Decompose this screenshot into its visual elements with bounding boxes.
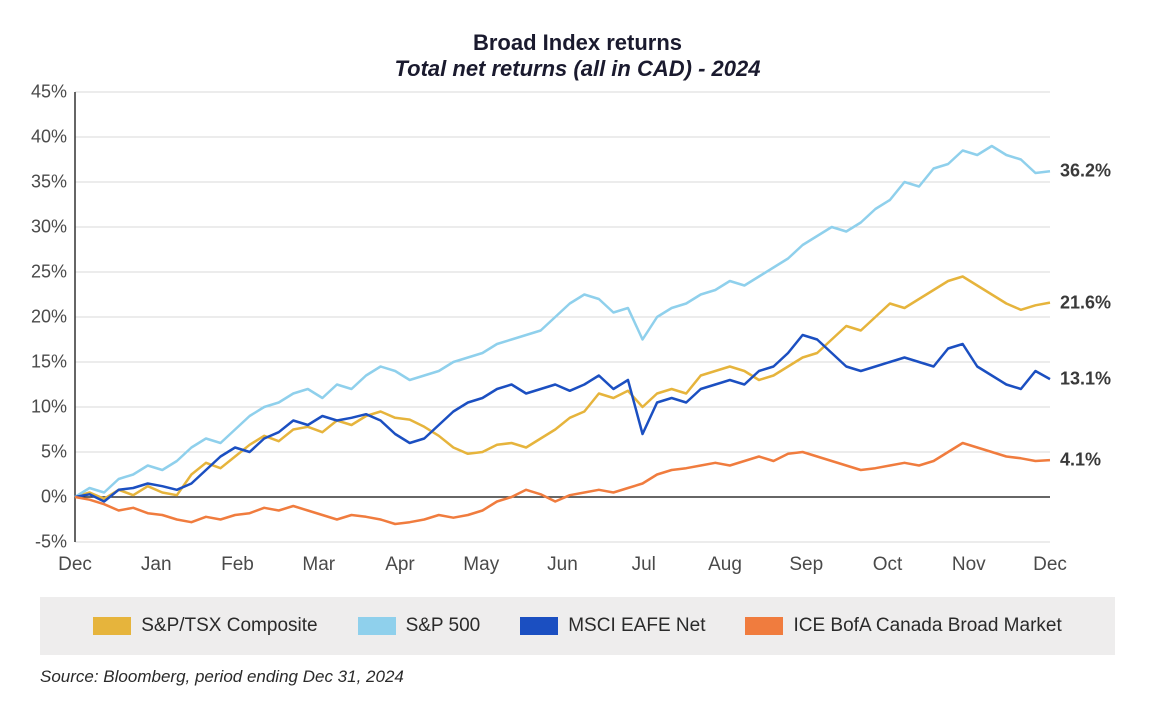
legend-label: ICE BofA Canada Broad Market: [793, 615, 1061, 637]
x-axis-label: Nov: [952, 554, 986, 576]
y-axis-label: 20%: [31, 307, 67, 328]
x-axis-label: Dec: [1033, 554, 1067, 576]
series-end-label: 36.2%: [1060, 161, 1111, 182]
series-end-label: 21.6%: [1060, 292, 1111, 313]
legend-item: MSCI EAFE Net: [520, 615, 705, 637]
x-axis-label: Oct: [873, 554, 903, 576]
chart-subtitle: Total net returns (all in CAD) - 2024: [20, 56, 1135, 82]
x-axis-label: Jul: [632, 554, 656, 576]
legend-item: ICE BofA Canada Broad Market: [745, 615, 1061, 637]
legend-swatch: [93, 617, 131, 635]
source-text: Source: Bloomberg, period ending Dec 31,…: [40, 667, 1135, 687]
y-axis-label: 35%: [31, 172, 67, 193]
y-axis-label: 30%: [31, 217, 67, 238]
legend-swatch: [358, 617, 396, 635]
y-axis-label: 10%: [31, 397, 67, 418]
chart-title: Broad Index returns: [20, 30, 1135, 56]
y-axis-label: 40%: [31, 127, 67, 148]
x-axis-label: Mar: [302, 554, 335, 576]
plot-area: -5%0%5%10%15%20%25%30%35%40%45%DecJanFeb…: [75, 92, 1050, 542]
y-axis-label: 0%: [41, 487, 67, 508]
x-axis-label: Feb: [221, 554, 254, 576]
legend-swatch: [745, 617, 783, 635]
x-axis-label: May: [463, 554, 499, 576]
title-block: Broad Index returns Total net returns (a…: [20, 30, 1135, 82]
series-end-label: 13.1%: [1060, 369, 1111, 390]
x-axis-label: Jan: [141, 554, 172, 576]
y-axis-label: 5%: [41, 442, 67, 463]
legend-item: S&P 500: [358, 615, 481, 637]
chart-container: Broad Index returns Total net returns (a…: [0, 0, 1155, 728]
x-axis-label: Jun: [547, 554, 578, 576]
legend-swatch: [520, 617, 558, 635]
y-axis-label: -5%: [35, 532, 67, 553]
y-axis-label: 45%: [31, 82, 67, 103]
legend-label: S&P/TSX Composite: [141, 615, 317, 637]
x-axis-label: Dec: [58, 554, 92, 576]
y-axis-label: 25%: [31, 262, 67, 283]
legend-label: S&P 500: [406, 615, 481, 637]
chart-svg: [75, 92, 1050, 542]
y-axis-label: 15%: [31, 352, 67, 373]
x-axis-label: Aug: [708, 554, 742, 576]
legend-label: MSCI EAFE Net: [568, 615, 705, 637]
legend: S&P/TSX Composite S&P 500 MSCI EAFE Net ICE…: [40, 597, 1115, 655]
legend-item: S&P/TSX Composite: [93, 615, 317, 637]
x-axis-label: Sep: [789, 554, 823, 576]
series-end-label: 4.1%: [1060, 450, 1101, 471]
x-axis-label: Apr: [385, 554, 415, 576]
